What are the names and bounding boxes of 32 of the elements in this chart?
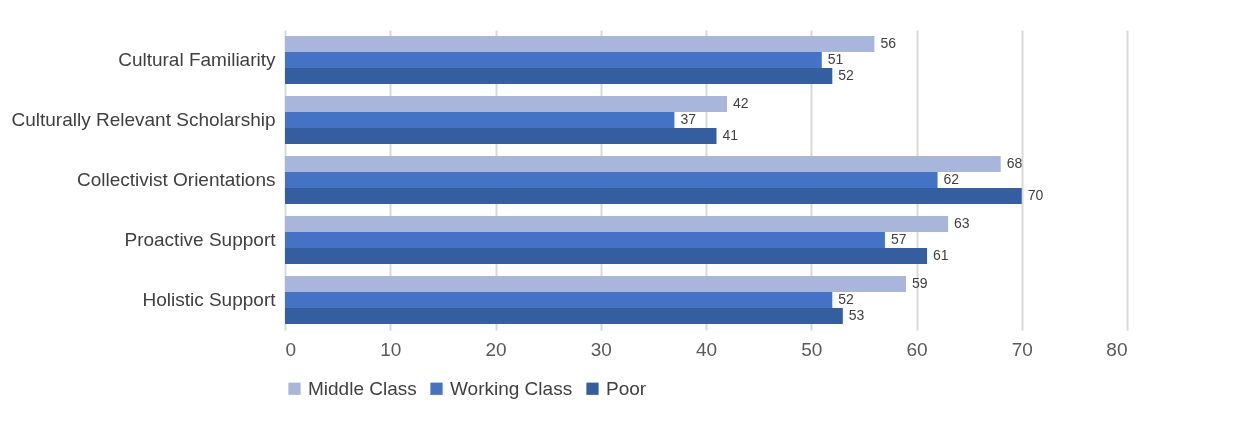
x-tick-label: 30 (590, 338, 612, 360)
data-label: 41 (722, 127, 739, 143)
data-label: 68 (1006, 155, 1023, 171)
legend-label: Poor (606, 377, 647, 399)
x-tick-label: 40 (695, 338, 718, 360)
data-label: 42 (733, 95, 749, 111)
y-tick-label: Cultural Familiarity (118, 49, 276, 70)
x-tick-label: 0 (285, 338, 297, 360)
data-label: 61 (933, 247, 949, 263)
data-label: 52 (838, 291, 855, 307)
data-label: 53 (848, 307, 865, 323)
y-tick-label: Holistic Support (142, 289, 277, 310)
data-label: 52 (838, 67, 855, 83)
x-tick-label: 60 (906, 338, 928, 360)
y-tick-label: Proactive Support (124, 229, 277, 250)
data-label: 56 (880, 35, 897, 51)
x-tick-label: 50 (801, 338, 823, 360)
legend-label: Middle Class (308, 377, 417, 399)
y-tick-label: Collectivist Orientations (76, 169, 276, 190)
data-label: 57 (890, 231, 907, 247)
legend-label: Working Class (450, 377, 573, 399)
y-tick-label: Culturally Relevant Scholarship (11, 109, 276, 130)
x-tick-label: 20 (485, 338, 507, 360)
x-tick-label: 10 (380, 338, 402, 360)
data-label: 59 (911, 275, 928, 291)
x-tick-label: 70 (1011, 338, 1033, 360)
x-tick-label: 80 (1106, 338, 1128, 360)
data-label: 63 (954, 215, 970, 231)
data-label: 51 (827, 51, 844, 67)
data-label: 37 (680, 111, 697, 127)
data-label: 70 (1027, 187, 1044, 203)
data-label: 62 (943, 171, 960, 187)
